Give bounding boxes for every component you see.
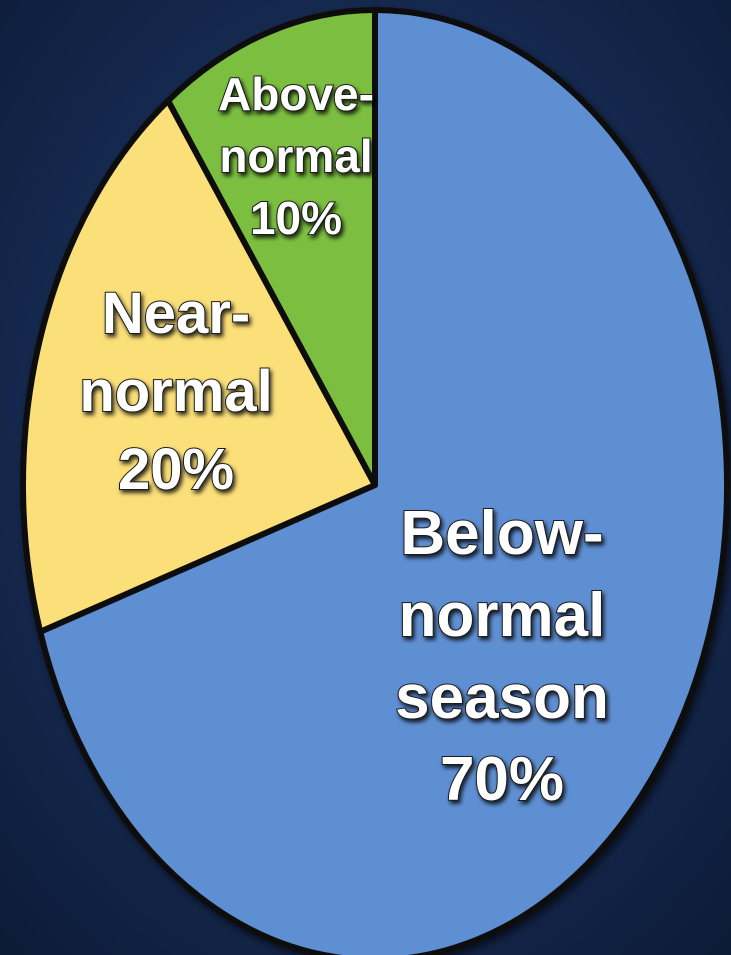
- category-label: Below-normal season: [395, 499, 609, 732]
- value-label: 20%: [118, 437, 234, 502]
- label-line: Near-: [102, 281, 250, 346]
- label-line: Below-: [400, 499, 603, 568]
- pie: [20, 7, 730, 955]
- label-line: normal: [79, 359, 272, 424]
- category-label: Near-normal: [79, 281, 272, 424]
- label-line: normal: [399, 581, 606, 650]
- label-line: season: [395, 663, 609, 732]
- pie-slice: [20, 97, 378, 635]
- pie-slice: [165, 7, 378, 488]
- value-label: 70%: [440, 745, 564, 814]
- labels: Below-normal season 70% Near-normal 20% Above…: [78, 67, 610, 815]
- label-line: normal: [219, 130, 372, 182]
- value-label: 10%: [250, 192, 342, 244]
- slice-label: Above-normal 10%: [218, 68, 374, 244]
- category-label: Above-normal: [218, 68, 374, 182]
- slice-label: Near-normal 20%: [79, 281, 272, 502]
- pie-slice: [37, 7, 730, 955]
- slice-label: Below-normal season 70%: [395, 499, 609, 814]
- label-line: Above-: [218, 68, 374, 120]
